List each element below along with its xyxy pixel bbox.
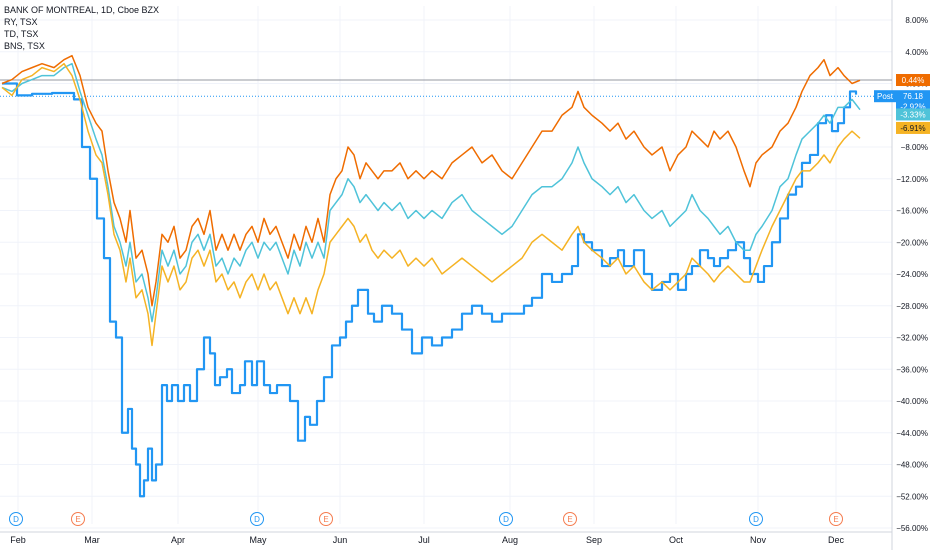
y-tick-label: −28.00%	[896, 302, 928, 311]
y-tick-label: −32.00%	[896, 334, 928, 343]
dividend-event-icon[interactable]	[749, 512, 763, 526]
event-letter: D	[254, 515, 260, 524]
post-badge-label: Post	[877, 92, 894, 101]
y-tick-label: −48.00%	[896, 461, 928, 470]
series-line-bmo	[2, 82, 858, 498]
x-tick-label: Aug	[502, 535, 518, 545]
x-tick-label: Apr	[171, 535, 185, 545]
y-tick-label: −52.00%	[896, 492, 928, 501]
y-tick-label: −8.00%	[901, 143, 928, 152]
x-tick-label: Feb	[10, 535, 26, 545]
event-letter: E	[75, 515, 80, 524]
price-label-badge-ry	[896, 74, 930, 87]
x-tick-label: May	[249, 535, 267, 545]
earnings-event-icon[interactable]	[829, 512, 843, 526]
legend: BANK OF MONTREAL, 1D, Cboe BZX RY, TSX T…	[4, 4, 159, 52]
dividend-event-icon[interactable]	[499, 512, 513, 526]
post-badge	[874, 90, 896, 103]
y-tick-label: −12.00%	[896, 175, 928, 184]
earnings-event-icon[interactable]	[563, 512, 577, 526]
legend-compare-td[interactable]: TD, TSX	[4, 29, 39, 39]
y-tick-label: −56.00%	[896, 524, 928, 533]
y-tick-label: 8.00%	[905, 16, 928, 25]
series-line-bns	[1, 62, 861, 347]
x-tick-label: Mar	[84, 535, 100, 545]
event-letter: E	[567, 515, 572, 524]
event-letter: D	[503, 515, 509, 524]
series-line-ry	[1, 54, 861, 307]
legend-compare-bns[interactable]: BNS, TSX	[4, 41, 45, 51]
price-label-badge-bmo	[896, 90, 930, 103]
y-tick-label: −40.00%	[896, 397, 928, 406]
x-tick-label: Jun	[333, 535, 348, 545]
event-letter: E	[323, 515, 328, 524]
y-tick-label: −24.00%	[896, 270, 928, 279]
price-label-badge-td	[896, 108, 930, 121]
x-tick-label: Jul	[418, 535, 430, 545]
price-label-td: -3.33%	[900, 110, 925, 119]
price-label-bmo: 76.18	[903, 92, 924, 101]
y-tick-label: −16.00%	[896, 207, 928, 216]
earnings-event-icon[interactable]	[71, 512, 85, 526]
y-tick-label: −20.00%	[896, 238, 928, 247]
y-tick-label: −36.00%	[896, 365, 928, 374]
dividend-event-icon[interactable]	[9, 512, 23, 526]
x-tick-label: Sep	[586, 535, 602, 545]
x-tick-label: Nov	[750, 535, 767, 545]
x-tick-label: Oct	[669, 535, 684, 545]
earnings-event-icon[interactable]	[319, 512, 333, 526]
y-tick-label: 4.00%	[905, 48, 928, 57]
event-letter: E	[833, 515, 838, 524]
event-letter: D	[753, 515, 759, 524]
legend-main-symbol[interactable]: BANK OF MONTREAL, 1D, Cboe BZX	[4, 5, 160, 15]
x-tick-label: Dec	[828, 535, 845, 545]
price-label-bns: -6.91%	[900, 124, 925, 133]
event-letter: D	[13, 515, 19, 524]
legend-compare-ry[interactable]: RY, TSX	[4, 17, 38, 27]
price-label-badge-bns	[896, 121, 930, 134]
y-tick-label: −44.00%	[896, 429, 928, 438]
dividend-event-icon[interactable]	[250, 512, 264, 526]
price-label-bmo: -2.92%	[900, 103, 925, 112]
series-line-td	[1, 62, 861, 323]
price-label-ry: 0.44%	[902, 76, 925, 85]
